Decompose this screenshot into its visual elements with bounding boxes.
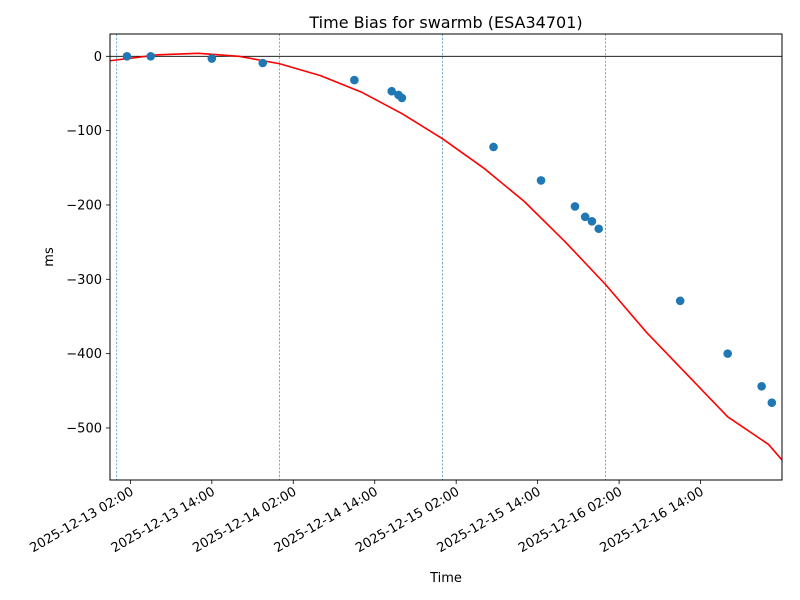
plot-marks — [122, 52, 777, 407]
data-point-s0-2 — [207, 54, 217, 63]
y-axis: 0 −100 −200 −300 −400 −500 — [66, 50, 110, 436]
data-point-s0-3 — [258, 58, 268, 68]
data-point-s0-14 — [675, 296, 685, 306]
y-tick-label-1: −100 — [66, 124, 102, 139]
plot-lines — [109, 34, 783, 480]
data-point-s0-12 — [587, 217, 597, 226]
chart-title: Time Bias for swarmb (ESA34701) — [308, 13, 582, 32]
data-point-s0-0 — [122, 52, 132, 61]
data-point-s0-1 — [146, 52, 156, 61]
data-point-s0-13 — [594, 224, 604, 234]
data-point-s0-5 — [387, 86, 396, 96]
y-axis-label: ms — [42, 247, 57, 267]
data-point-s0-9 — [536, 176, 546, 185]
y-tick-label-5: −500 — [66, 421, 102, 436]
data-point-s0-15 — [723, 349, 732, 358]
y-tick-label-3: −300 — [66, 273, 102, 288]
data-point-s0-17 — [767, 398, 777, 407]
y-tick-label-2: −200 — [66, 198, 102, 213]
data-point-s0-10 — [570, 202, 580, 211]
data-point-s0-16 — [757, 382, 766, 391]
data-point-s0-8 — [489, 142, 498, 152]
y-tick-label-0: 0 — [94, 50, 102, 65]
data-point-s0-4 — [350, 75, 359, 85]
fit-curve — [109, 52, 783, 461]
data-point-s0-11 — [580, 212, 590, 222]
y-tick-label-4: −400 — [66, 347, 102, 362]
data-point-s0-7 — [397, 93, 407, 103]
x-axis-label: Time — [429, 571, 462, 586]
plot-frame — [109, 33, 783, 481]
